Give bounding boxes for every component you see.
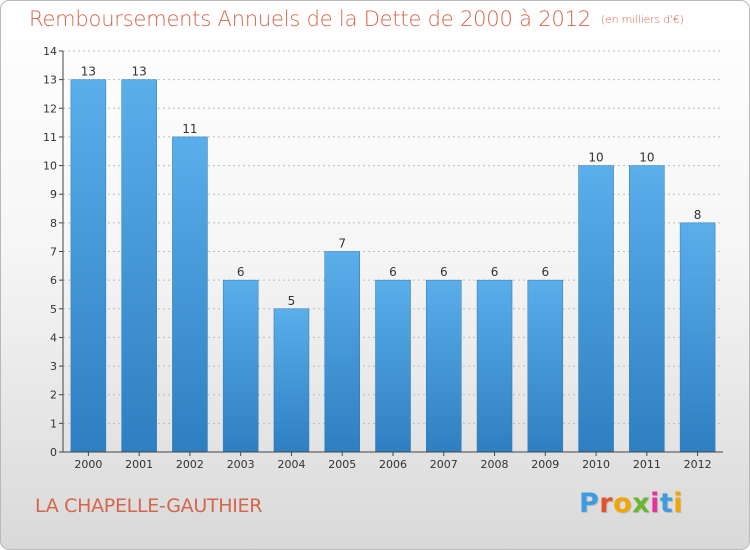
- bar: [273, 308, 310, 453]
- y-tick-label: 7: [50, 246, 57, 259]
- x-tick-label: 2003: [227, 458, 255, 471]
- y-tick-label: 1: [50, 417, 57, 430]
- x-tick-label: 2009: [531, 458, 559, 471]
- x-tick-label: 2004: [277, 458, 305, 471]
- chart-title: Remboursements Annuels de la Dette de 20…: [29, 7, 684, 31]
- bar-value-label: 8: [694, 208, 702, 222]
- bar-value-label: 5: [288, 294, 296, 308]
- logo-letter: o: [613, 488, 633, 519]
- logo-letter: r: [599, 488, 614, 519]
- bar-value-label: 10: [639, 151, 654, 165]
- logo-letter: x: [632, 488, 651, 519]
- bar: [426, 279, 462, 453]
- y-tick-label: 13: [43, 74, 57, 87]
- bar-value-label: 6: [389, 265, 397, 279]
- x-tick-label: 2006: [379, 458, 407, 471]
- bar-value-label: 13: [132, 65, 147, 79]
- axis-layer: [59, 50, 723, 456]
- x-tick-label: 2002: [176, 458, 204, 471]
- logo-letter: t: [659, 488, 674, 519]
- logo-letter: P: [579, 488, 600, 519]
- y-tick-label: 5: [50, 303, 57, 316]
- y-tick-label: 10: [43, 160, 57, 173]
- location-label: LA CHAPELLE-GAUTHIER: [35, 495, 263, 517]
- y-tick-label: 9: [50, 188, 57, 201]
- bar: [679, 222, 716, 453]
- x-tick-label: 2007: [430, 458, 458, 471]
- bar: [172, 136, 208, 453]
- bar-value-label: 6: [440, 265, 448, 279]
- bar-value-label: 13: [81, 65, 96, 79]
- y-tick-label: 0: [50, 446, 57, 459]
- x-tick-label: 2008: [481, 458, 509, 471]
- x-tick-label: 2010: [582, 458, 610, 471]
- bar: [121, 79, 157, 453]
- bar: [222, 279, 259, 453]
- y-tick-label: 4: [50, 331, 57, 344]
- chart-title-unit: (en milliers d'€): [600, 13, 684, 26]
- bar: [476, 279, 513, 453]
- bar-value-label: 6: [237, 265, 245, 279]
- y-tick-label: 2: [50, 389, 57, 402]
- x-tick-label: 2001: [125, 458, 153, 471]
- y-tick-label: 8: [50, 217, 57, 230]
- logo-letter: i: [673, 488, 684, 519]
- bar: [629, 165, 665, 453]
- y-tick-label: 11: [43, 131, 57, 144]
- y-tick-label: 12: [43, 102, 57, 115]
- bar: [324, 251, 360, 453]
- chart-title-text: Remboursements Annuels de la Dette de 20…: [29, 7, 591, 31]
- y-tick-label: 14: [43, 45, 57, 58]
- bar-value-label: 6: [541, 265, 549, 279]
- bar-value-label: 7: [338, 237, 346, 251]
- y-tick-label: 6: [50, 274, 57, 287]
- x-tick-label: 2000: [74, 458, 102, 471]
- bar-value-label: 10: [588, 151, 603, 165]
- bar: [375, 279, 411, 453]
- x-tick-label: 2005: [328, 458, 356, 471]
- logo-letter: i: [650, 488, 660, 519]
- x-tick-label: 2011: [633, 458, 661, 471]
- bar: [527, 279, 564, 453]
- proxiti-logo: Proxiti: [579, 488, 683, 519]
- y-tick-label: 3: [50, 360, 57, 373]
- bar: [578, 165, 614, 453]
- labels-layer: 0123456789101112131413200013200111200262…: [43, 45, 712, 471]
- bar: [70, 79, 107, 453]
- bar-value-label: 11: [182, 122, 197, 136]
- x-tick-label: 2012: [684, 458, 712, 471]
- bar-value-label: 6: [491, 265, 499, 279]
